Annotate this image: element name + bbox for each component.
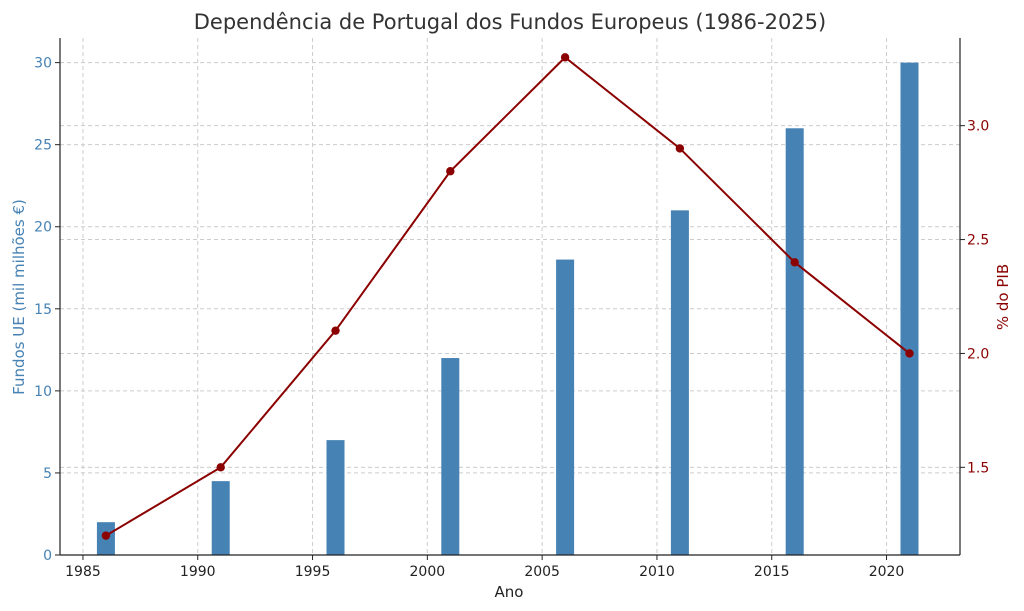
bar-1996	[326, 440, 345, 555]
y-right-tick-label: 3.0	[967, 119, 989, 135]
x-tick-label: 2010	[639, 564, 675, 580]
line-series	[105, 56, 911, 537]
y-left-tick-label: 0	[43, 548, 52, 564]
y-axis-right-label: % do PIB	[994, 264, 1012, 330]
y-right-tick-label: 2.5	[967, 233, 989, 249]
y-right-tick-label: 1.5	[967, 460, 989, 476]
line-point-2006	[560, 53, 570, 62]
x-tick-label: 2020	[869, 564, 905, 580]
x-tick-label: 1985	[65, 564, 101, 580]
y-left-tick-label: 10	[34, 384, 52, 400]
bar-2021	[900, 62, 919, 555]
x-axis-label: Ano	[495, 583, 524, 601]
x-tick-label: 2000	[410, 564, 446, 580]
x-tick-label: 1995	[295, 564, 331, 580]
x-tick-label: 2015	[754, 564, 790, 580]
x-tick-label: 1990	[180, 564, 216, 580]
y-left-tick-label: 30	[34, 56, 52, 72]
line-point-1991	[216, 463, 225, 472]
line-point-2001	[446, 167, 455, 176]
bars-layer	[96, 62, 919, 556]
bar-2006	[556, 259, 575, 555]
bar-1991	[211, 481, 230, 555]
x-tick-label: 2005	[524, 564, 560, 580]
line-point-2021	[905, 349, 914, 358]
y-left-tick-label: 5	[43, 466, 52, 482]
y-left-tick-label: 15	[34, 302, 52, 318]
y-axis-left-label: Fundos UE (mil milhões €)	[10, 199, 28, 395]
bar-2011	[670, 210, 689, 556]
grid-layer	[60, 38, 960, 556]
chart-title: Dependência de Portugal dos Fundos Europ…	[194, 10, 826, 34]
y-left-tick-label: 25	[34, 138, 52, 154]
y-right-tick-label: 2.0	[967, 346, 989, 362]
line-point-1986	[101, 531, 111, 540]
bar-2016	[785, 128, 804, 555]
line-layer	[101, 53, 914, 540]
axes-layer: 1985 1990 1995 2000 2005 2010 2015 2020 0 5 10 15 20…	[34, 38, 989, 580]
bar-2001	[441, 358, 460, 555]
line-point-1996	[331, 326, 340, 335]
line-point-2011	[675, 144, 685, 153]
y-left-tick-label: 20	[34, 220, 52, 236]
line-point-2016	[790, 258, 799, 267]
